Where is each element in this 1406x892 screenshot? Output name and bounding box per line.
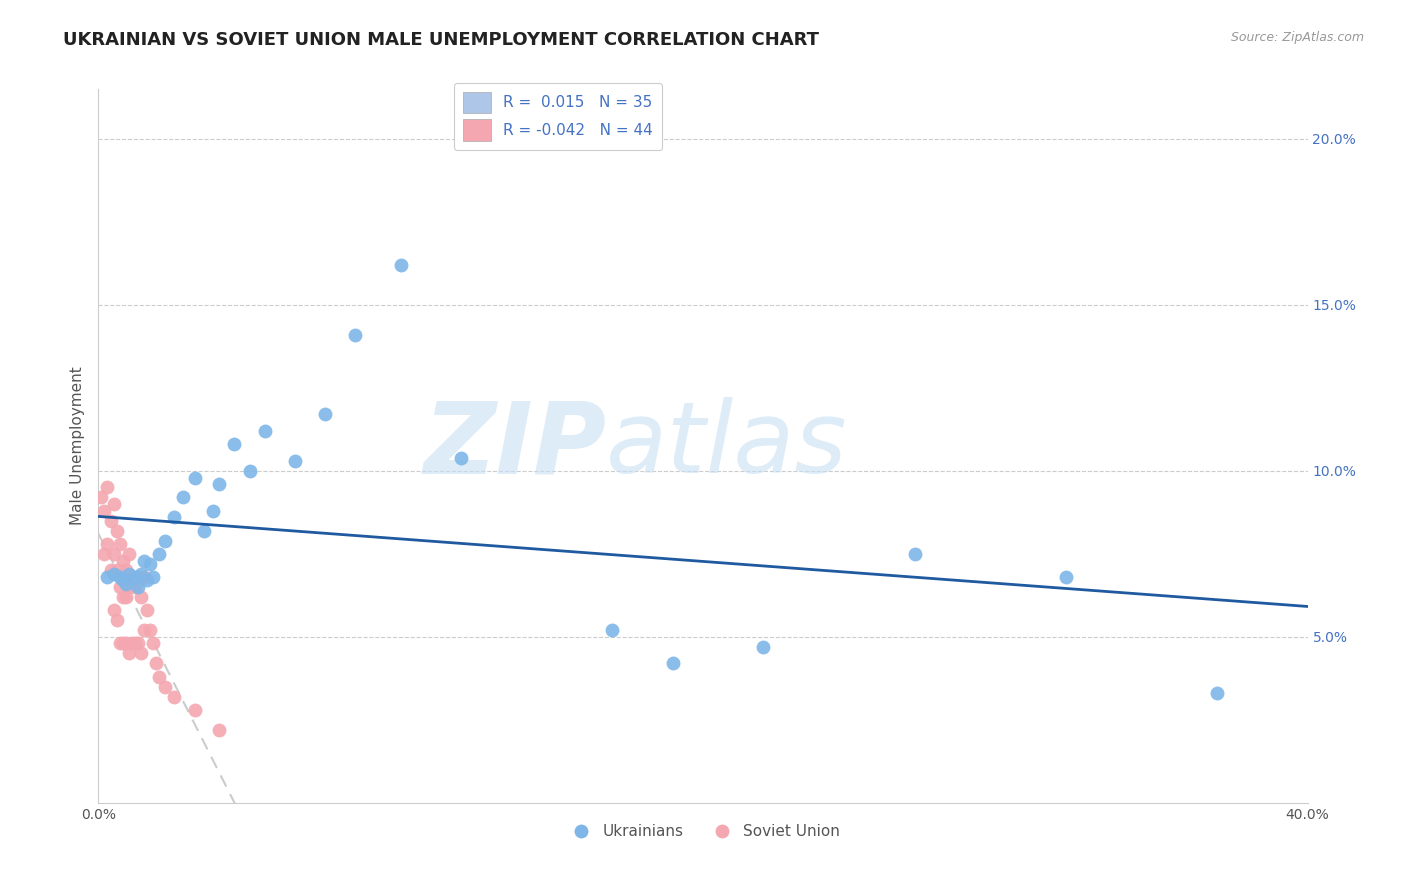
Point xyxy=(100,514,122,528)
Point xyxy=(127,636,149,650)
Point xyxy=(108,570,131,584)
Point xyxy=(103,547,125,561)
Point xyxy=(105,613,128,627)
Point xyxy=(139,624,162,638)
Text: UKRAINIAN VS SOVIET UNION MALE UNEMPLOYMENT CORRELATION CHART: UKRAINIAN VS SOVIET UNION MALE UNEMPLOYM… xyxy=(63,31,820,49)
Point xyxy=(389,258,412,272)
Point xyxy=(450,450,472,465)
Point xyxy=(1054,570,1077,584)
Point xyxy=(148,670,170,684)
Point xyxy=(752,640,775,654)
Point xyxy=(121,570,143,584)
Point xyxy=(208,477,231,491)
Point xyxy=(661,657,683,671)
Point xyxy=(202,504,225,518)
Point xyxy=(114,636,136,650)
Point xyxy=(132,570,155,584)
Point xyxy=(114,564,136,578)
Point xyxy=(93,547,115,561)
Point xyxy=(124,580,146,594)
Point xyxy=(96,481,118,495)
Point xyxy=(96,537,118,551)
Point xyxy=(111,574,134,588)
Text: ZIP: ZIP xyxy=(423,398,606,494)
Point xyxy=(96,570,118,584)
Text: atlas: atlas xyxy=(606,398,848,494)
Point xyxy=(108,537,131,551)
Point xyxy=(148,547,170,561)
Legend: Ukrainians, Soviet Union: Ukrainians, Soviet Union xyxy=(560,818,846,845)
Point xyxy=(129,647,152,661)
Point xyxy=(124,570,146,584)
Point xyxy=(153,533,176,548)
Point xyxy=(208,723,231,737)
Point xyxy=(127,570,149,584)
Point xyxy=(103,497,125,511)
Point xyxy=(90,491,112,505)
Y-axis label: Male Unemployment: Male Unemployment xyxy=(69,367,84,525)
Point xyxy=(114,590,136,604)
Point xyxy=(139,557,162,571)
Point xyxy=(904,547,927,561)
Point xyxy=(129,590,152,604)
Point xyxy=(142,636,165,650)
Point xyxy=(184,470,207,484)
Point xyxy=(118,647,141,661)
Point xyxy=(118,580,141,594)
Point xyxy=(111,590,134,604)
Point xyxy=(135,574,157,588)
Point xyxy=(172,491,194,505)
Point xyxy=(253,424,276,438)
Point xyxy=(132,553,155,567)
Point xyxy=(121,636,143,650)
Point xyxy=(108,580,131,594)
Point xyxy=(105,564,128,578)
Point xyxy=(127,580,149,594)
Point xyxy=(105,524,128,538)
Point xyxy=(145,657,167,671)
Point xyxy=(100,564,122,578)
Point xyxy=(124,636,146,650)
Point xyxy=(224,437,246,451)
Point xyxy=(93,504,115,518)
Point xyxy=(114,576,136,591)
Point xyxy=(184,703,207,717)
Point xyxy=(602,624,624,638)
Point xyxy=(239,464,262,478)
Point xyxy=(153,680,176,694)
Point xyxy=(132,624,155,638)
Point xyxy=(314,408,336,422)
Point xyxy=(163,510,186,524)
Point xyxy=(135,603,157,617)
Point xyxy=(1206,686,1229,700)
Point xyxy=(103,603,125,617)
Point xyxy=(111,636,134,650)
Point xyxy=(111,553,134,567)
Point xyxy=(118,566,141,581)
Point xyxy=(193,524,215,538)
Point xyxy=(142,570,165,584)
Point xyxy=(163,690,186,704)
Point xyxy=(103,566,125,581)
Point xyxy=(344,327,367,342)
Point xyxy=(118,547,141,561)
Point xyxy=(108,636,131,650)
Text: Source: ZipAtlas.com: Source: ZipAtlas.com xyxy=(1230,31,1364,45)
Point xyxy=(284,454,307,468)
Point xyxy=(129,566,152,581)
